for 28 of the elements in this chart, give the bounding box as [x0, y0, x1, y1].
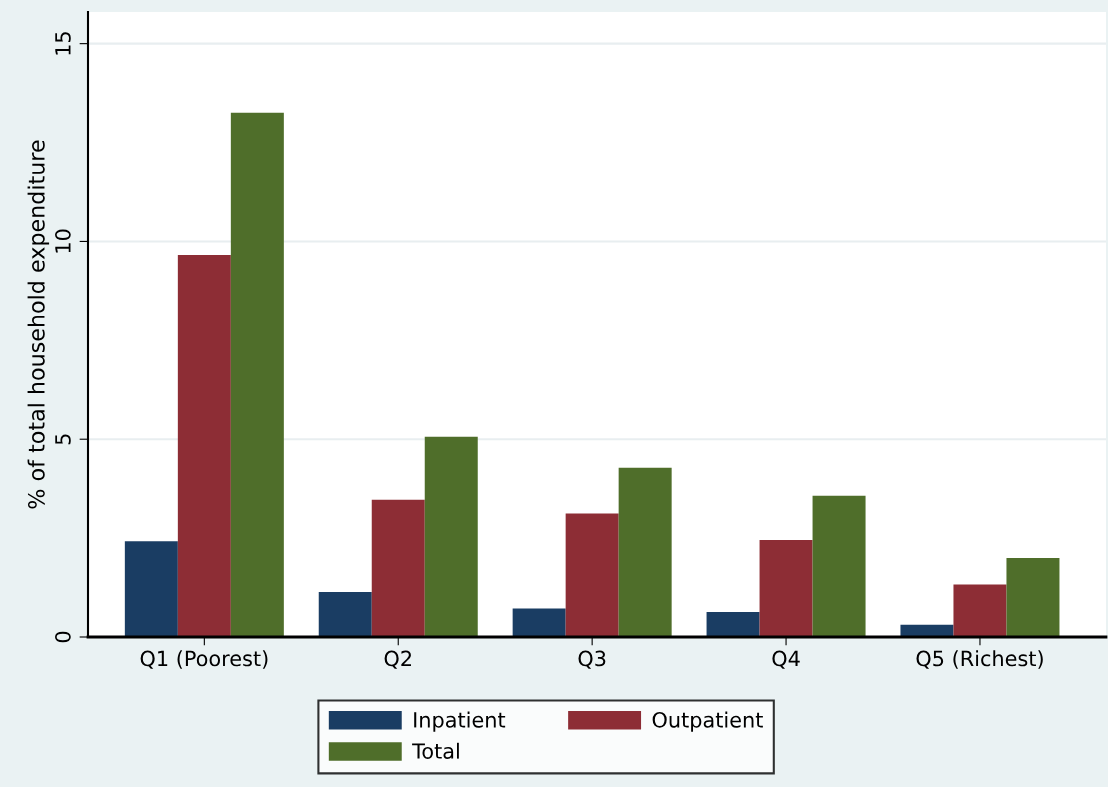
x-tick-label: Q4 — [772, 650, 800, 669]
legend-label: Total — [412, 742, 459, 759]
y-tick-label: 15 — [55, 32, 71, 55]
bar — [953, 584, 1007, 637]
y-tick-label: 10 — [55, 229, 71, 253]
y-tick-label: 0 — [55, 631, 71, 643]
x-tick-label: Q1 (Poorest) — [140, 650, 268, 669]
bar — [424, 436, 478, 637]
bar — [618, 467, 672, 637]
bar — [706, 612, 760, 637]
legend-label: Inpatient — [414, 711, 506, 732]
bar — [371, 499, 425, 637]
legend-label: Outpatient — [652, 711, 763, 732]
bar — [318, 591, 372, 637]
bar — [759, 540, 813, 637]
x-tick-label: Q5 (Richest) — [916, 650, 1043, 669]
bar — [900, 624, 954, 637]
x-tick-label: Q3 — [578, 650, 606, 669]
y-tick-label: 5 — [55, 434, 71, 445]
bar — [124, 541, 178, 637]
bar — [177, 254, 231, 637]
bar — [230, 112, 284, 637]
x-tick-label: Q2 — [384, 650, 411, 669]
bar — [812, 495, 866, 637]
bar — [565, 513, 619, 637]
y-axis-title: % of total household expenditure — [27, 140, 50, 509]
bar — [1006, 557, 1060, 637]
bar — [512, 608, 566, 637]
